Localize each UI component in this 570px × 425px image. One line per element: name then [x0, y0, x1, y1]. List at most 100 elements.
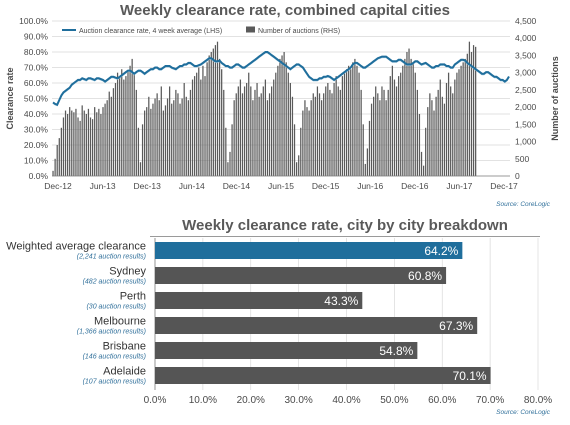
bar-value-label: 54.8%: [379, 344, 413, 358]
auction-bar: [360, 89, 362, 176]
auction-bar: [368, 120, 371, 176]
category-label: Melbourne: [94, 316, 146, 328]
x-tick-label: Jun-13: [90, 181, 116, 191]
auction-bar: [66, 114, 69, 176]
auction-bar: [171, 103, 173, 176]
auction-bar: [229, 151, 231, 176]
bar-sydney: [155, 267, 447, 284]
auction-bar: [452, 93, 454, 176]
auction-bar: [185, 96, 187, 176]
auction-bar: [298, 155, 300, 176]
auction-bar: [216, 41, 219, 176]
auction-bar: [81, 105, 83, 176]
auction-bar: [235, 93, 237, 176]
auction-bar: [164, 105, 167, 176]
auction-bar: [345, 69, 348, 176]
auction-bar: [183, 83, 185, 176]
y2-tick-label: 0: [515, 171, 520, 181]
auction-bar: [404, 58, 406, 177]
auction-bar: [416, 89, 418, 176]
auction-bar: [348, 65, 350, 176]
auction-bar: [308, 110, 310, 176]
auction-bar: [283, 52, 285, 176]
auction-bar: [54, 158, 56, 176]
auction-bar: [285, 62, 287, 177]
auction-bar: [475, 46, 477, 177]
auction-bar: [320, 100, 323, 176]
auction-bar: [431, 100, 433, 176]
auction-bar: [295, 162, 298, 176]
auction-bar: [331, 93, 333, 176]
auction-bar: [289, 83, 291, 176]
auction-bar: [447, 72, 450, 176]
auction-bar: [246, 83, 248, 176]
category-subtitle: (146 auction results): [83, 354, 146, 361]
auction-bar: [114, 83, 117, 176]
auction-bar: [387, 89, 389, 176]
auction-bar: [271, 86, 273, 176]
auction-bar: [364, 163, 366, 176]
auction-bar: [454, 79, 456, 176]
bottom-chart-title: Weekly clearance rate, city by city brea…: [182, 217, 508, 234]
auction-bar: [187, 100, 189, 176]
auction-bar: [456, 72, 458, 176]
auction-bar: [150, 108, 152, 176]
x-tick-label: Jun-15: [268, 181, 294, 191]
auction-bar: [104, 103, 106, 176]
auction-bar: [212, 48, 214, 176]
x-tick-label: Jun-16: [357, 181, 383, 191]
auction-bar: [73, 112, 75, 176]
auction-bar: [287, 72, 289, 176]
y-tick-label: 10.0%: [24, 156, 49, 166]
y-tick-label: 80.0%: [24, 47, 49, 57]
auction-bar: [71, 110, 73, 176]
x-tick-label: Dec-14: [223, 181, 251, 191]
auction-bar: [166, 98, 169, 176]
auction-bar: [87, 108, 90, 176]
auction-bar: [210, 52, 212, 176]
auction-bar: [352, 62, 354, 177]
auction-bar: [329, 89, 331, 176]
auction-bar: [472, 45, 475, 176]
auction-bar: [418, 114, 421, 176]
category-subtitle: (30 auction results): [86, 304, 146, 311]
y2-tick-label: 2,500: [515, 85, 537, 95]
auction-bar: [366, 148, 369, 176]
auction-bar: [358, 72, 360, 176]
legend-bar-label: Number of auctions (RHS): [258, 28, 340, 35]
category-subtitle: (2,241 auction results): [77, 254, 146, 261]
auction-bar: [337, 86, 339, 176]
auction-bar: [94, 107, 96, 176]
auction-bar: [264, 79, 267, 176]
auction-bar: [108, 91, 110, 176]
auction-bar: [445, 83, 448, 176]
x-tick-label: 10.0%: [189, 395, 217, 406]
auction-bar: [127, 70, 129, 176]
auction-bar: [312, 93, 314, 176]
y2-tick-label: 3,500: [515, 50, 537, 60]
auction-bar: [156, 93, 158, 176]
x-tick-label: 80.0%: [524, 395, 552, 406]
auction-bar: [341, 76, 344, 176]
auction-bar: [439, 79, 441, 176]
auction-bar: [254, 89, 256, 176]
auction-bar: [227, 162, 229, 176]
auction-bar: [433, 110, 435, 176]
auction-bar: [262, 86, 264, 176]
auction-bar: [408, 48, 410, 176]
title-underline: [150, 236, 540, 237]
auction-bar: [204, 76, 206, 176]
auction-bar: [75, 108, 77, 176]
auction-bar: [356, 65, 358, 176]
auction-bar: [198, 67, 200, 176]
y-tick-label: 100.0%: [19, 16, 48, 26]
auction-bar: [275, 72, 277, 176]
auction-bar: [370, 103, 373, 176]
auction-bar: [400, 72, 402, 176]
auction-bar: [77, 117, 79, 176]
auction-bar: [233, 100, 235, 176]
y-axis-title: Clearance rate: [5, 67, 15, 129]
auction-bar: [325, 86, 327, 176]
auction-bar: [191, 79, 194, 176]
auction-bar: [91, 119, 94, 176]
